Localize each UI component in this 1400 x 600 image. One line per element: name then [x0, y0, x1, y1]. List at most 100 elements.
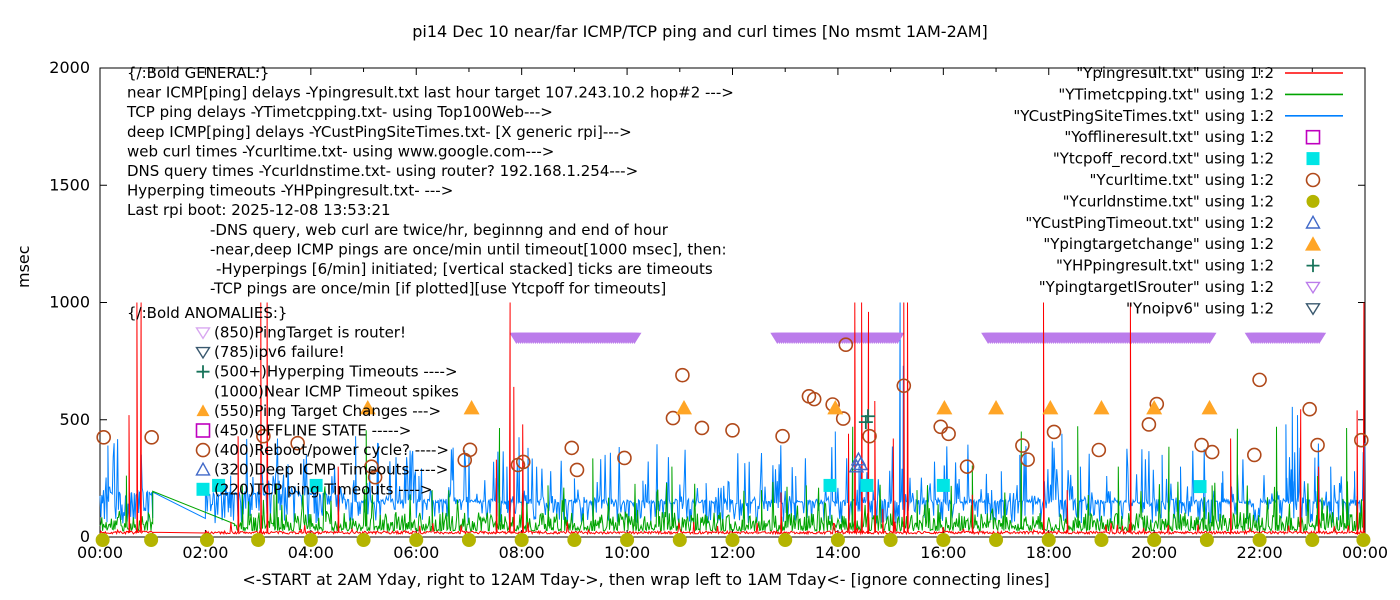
- scatter-triangle: [676, 400, 693, 415]
- scatter-circle-open: [1247, 447, 1262, 463]
- legend-marker: [1305, 303, 1321, 316]
- x-tick-label: 12:00: [709, 543, 755, 562]
- scatter-square: [309, 478, 323, 492]
- x-tick-label: 18:00: [1026, 543, 1072, 562]
- scatter-circle: [989, 533, 1004, 547]
- scatter-circle-open: [665, 410, 681, 426]
- scatter-square: [860, 478, 874, 492]
- scatter-circle: [830, 533, 845, 547]
- scatter-circle: [251, 533, 266, 547]
- general-note-line: near ICMP[ping] delays -Ypingresult.txt …: [127, 84, 734, 102]
- legend-label: "Ypingtargetchange" using 1:2: [1043, 235, 1274, 253]
- legend-label: "YCustPingTimeout.txt" using 1:2: [1025, 214, 1274, 232]
- legend-label: "Ycurltime.txt" using 1:2: [1089, 171, 1274, 189]
- anomalies-header: {/:Bold ANOMALIES:}: [127, 304, 287, 322]
- scatter-circle-open: [896, 378, 912, 394]
- general-note-line: TCP ping delays -YTimetcpping.txt- using…: [126, 103, 553, 121]
- scatter-triangle-open: [852, 456, 869, 471]
- scatter-circle-open: [835, 411, 851, 426]
- pingtarget-router-band-mark: [1312, 332, 1327, 344]
- scatter-circle-open: [290, 435, 305, 451]
- scatter-circle: [199, 533, 214, 547]
- x-tick-label: 00:00: [1342, 543, 1388, 562]
- x-tick-label: 16:00: [920, 543, 966, 562]
- scatter-triangle: [1146, 400, 1163, 415]
- y-tick-label: 1000: [49, 293, 90, 312]
- legend-marker: [1306, 152, 1320, 166]
- pingtarget-router-band-mark: [890, 332, 905, 344]
- scatter-plus: [858, 415, 873, 430]
- scatter-circle-open: [367, 469, 383, 485]
- scatter-circle: [1094, 533, 1109, 547]
- legend-label: "Ytcpoff_record.txt" using 1:2: [1053, 150, 1274, 169]
- anomaly-marker: [195, 461, 211, 476]
- scatter-triangle-open: [848, 458, 865, 473]
- x-tick-label: 08:00: [499, 543, 545, 562]
- scatter-circle-open: [1354, 432, 1369, 448]
- scatter-circle: [95, 533, 110, 547]
- x-tick-label: 00:00: [77, 543, 123, 562]
- scatter-circle: [1252, 533, 1267, 547]
- legend-label: "Yofflineresult.txt" using 1:2: [1064, 128, 1274, 146]
- scatter-square: [212, 478, 226, 492]
- scatter-circle-open: [1020, 452, 1035, 467]
- scatter-circle: [725, 533, 740, 547]
- anomaly-marker: [195, 346, 211, 360]
- scatter-circle-open: [933, 419, 948, 435]
- x-tick-label: 06:00: [393, 543, 439, 562]
- scatter-circle-open: [1141, 417, 1157, 432]
- y-tick-label: 1500: [49, 175, 90, 194]
- scatter-circle-open: [862, 428, 877, 444]
- scatter-circle: [778, 533, 793, 547]
- series-line-Ypingresult: [99, 302, 1366, 536]
- general-note-line: -near,deep ICMP pings are once/min until…: [210, 240, 727, 258]
- legend-marker: [1305, 172, 1321, 188]
- scatter-circle: [303, 533, 318, 547]
- scatter-circle-open: [564, 440, 580, 456]
- scatter-triangle: [827, 400, 844, 415]
- scatter-triangle: [1201, 400, 1218, 415]
- scatter-circle: [1305, 533, 1320, 547]
- scatter-circle: [1356, 533, 1371, 547]
- anomaly-marker: [195, 327, 211, 340]
- x-tick-label: 14:00: [815, 543, 861, 562]
- scatter-circle-open: [694, 420, 710, 436]
- anomaly-label: (500+)Hyperping Timeouts ---->: [214, 363, 458, 381]
- scatter-circle-open: [462, 442, 478, 458]
- scatter-circle-open: [959, 459, 975, 474]
- anomaly-label: (550)Ping Target Changes --->: [214, 402, 441, 420]
- scatter-circle-open: [1204, 444, 1220, 460]
- scatter-triangle: [1093, 400, 1110, 415]
- series-line-YTimetcpping: [99, 426, 1366, 533]
- scatter-circle-open: [617, 450, 632, 466]
- anomaly-marker: [195, 442, 211, 458]
- scatter-circle-open: [675, 367, 690, 383]
- scatter-plus: [860, 409, 875, 424]
- legend-label: "YpingtargetISrouter" using 1:2: [1039, 278, 1274, 296]
- legend-marker: [1306, 194, 1320, 208]
- x-tick-label: 10:00: [604, 543, 650, 562]
- scatter-circle: [1147, 533, 1162, 547]
- scatter-circle-open: [364, 459, 379, 474]
- scatter-circle: [461, 533, 476, 547]
- scatter-circle: [514, 533, 529, 547]
- scatter-circle-open: [1194, 437, 1209, 453]
- general-note-line: -TCP pings are once/min [if plotted][use…: [210, 280, 666, 298]
- scatter-circle: [409, 533, 424, 547]
- y-tick-label: 0: [80, 527, 90, 546]
- anomaly-marker: [196, 482, 210, 496]
- scatter-circle-open: [569, 462, 585, 478]
- scatter-circle: [567, 533, 582, 547]
- legend-marker: [1305, 236, 1321, 251]
- scatter-circle-open: [941, 426, 956, 442]
- legend-label: "Ynoipv6" using 1:2: [1126, 299, 1274, 317]
- legend-marker: [1305, 129, 1321, 145]
- scatter-circle-open: [1046, 424, 1062, 440]
- anomaly-marker: [196, 404, 210, 417]
- scatter-square: [936, 478, 950, 492]
- general-note-line: {/:Bold GENERAL:}: [127, 64, 269, 82]
- legend-marker: [1306, 259, 1320, 273]
- scatter-circle: [620, 533, 635, 547]
- general-note-line: DNS query times -Ycurldnstime.txt- using…: [127, 162, 638, 180]
